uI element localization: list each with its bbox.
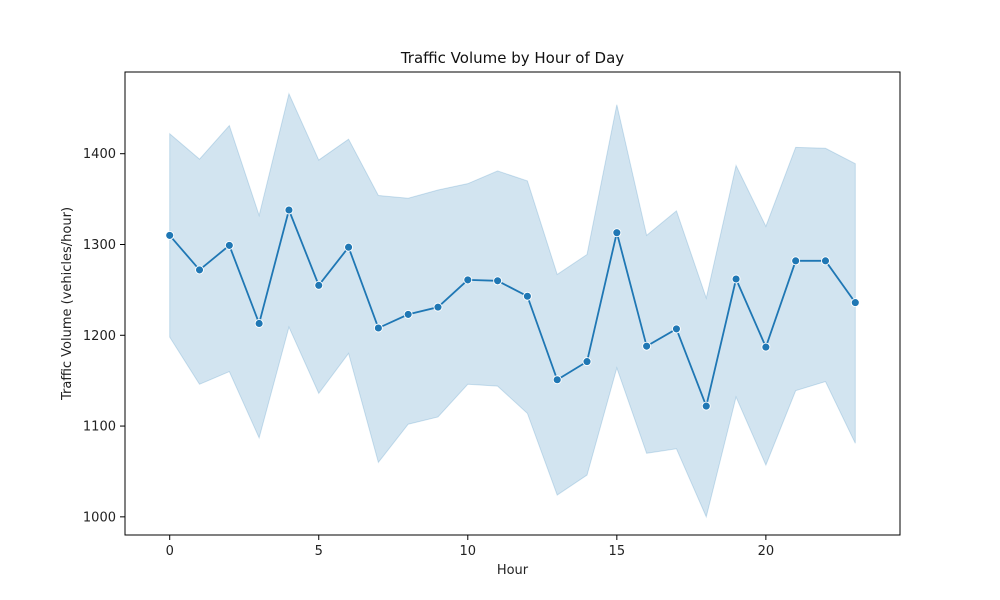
data-point: [314, 280, 324, 290]
x-tick-label: 5: [315, 544, 323, 559]
data-point: [373, 323, 383, 333]
data-point: [642, 341, 652, 351]
x-tick-label: 15: [609, 544, 626, 559]
data-point: [522, 291, 532, 301]
y-tick-label: 1400: [83, 147, 116, 162]
data-point: [582, 357, 592, 367]
data-point: [821, 256, 830, 266]
data-point: [493, 276, 503, 286]
data-point: [195, 265, 204, 275]
y-tick-label: 1100: [83, 420, 116, 435]
x-tick-label: 20: [758, 544, 775, 559]
data-point: [701, 401, 711, 411]
data-point: [254, 319, 264, 328]
data-point: [344, 242, 354, 252]
series-line-layer: [169, 207, 857, 410]
confidence-band-layer: [169, 92, 856, 519]
y-tick-label: 1200: [83, 329, 116, 344]
plot-frame: [124, 71, 901, 536]
x-axis-ticks: 0 5 10 15 20: [166, 535, 775, 559]
data-point: [671, 324, 681, 334]
x-axis-label: Hour: [497, 563, 529, 578]
data-point: [433, 302, 443, 312]
x-tick-label: 10: [460, 544, 477, 559]
data-point: [850, 298, 860, 308]
y-axis-label: Traffic Volume (vehicles/hour): [60, 207, 75, 401]
data-point: [791, 256, 801, 266]
data-point-layer: [165, 205, 860, 411]
series-line: [169, 207, 857, 410]
data-point: [761, 342, 771, 352]
data-point: [224, 240, 234, 250]
data-point: [284, 205, 294, 215]
data-point: [403, 309, 413, 319]
y-axis-ticks: 1000 1100 1200 1300 1400: [83, 147, 125, 525]
y-tick-label: 1000: [83, 510, 116, 525]
data-point: [463, 275, 473, 285]
y-tick-label: 1300: [83, 238, 116, 253]
data-point: [731, 274, 741, 284]
chart-title: Traffic Volume by Hour of Day: [400, 49, 624, 67]
data-point: [165, 230, 175, 240]
confidence-band: [169, 92, 856, 519]
data-point: [552, 375, 562, 385]
data-point: [612, 228, 622, 238]
x-tick-label: 0: [166, 544, 174, 559]
